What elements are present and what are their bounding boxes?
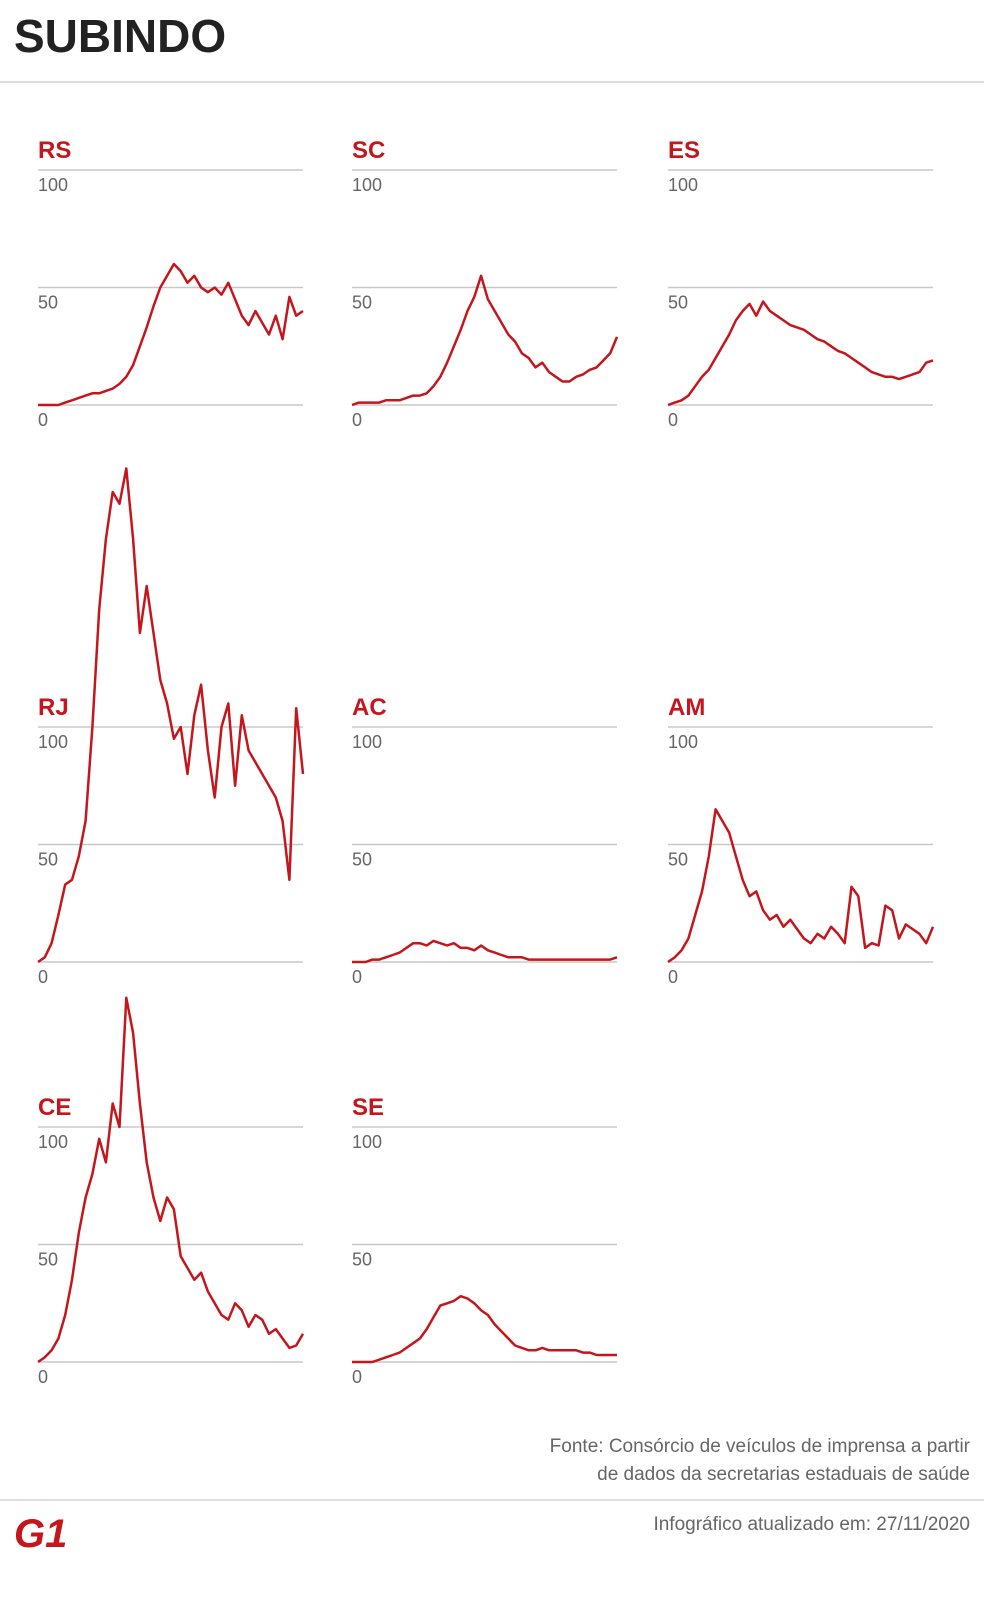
y-tick-label: 50 bbox=[668, 850, 688, 870]
y-tick-label: 50 bbox=[352, 293, 372, 313]
series-line bbox=[667, 808, 935, 964]
source: Fonte: Consórcio de veículos de imprensa… bbox=[550, 1436, 971, 1457]
series-line bbox=[352, 939, 618, 964]
page-title: SUBINDO bbox=[14, 10, 226, 62]
panel-title: CE bbox=[38, 1094, 71, 1121]
y-tick-label: 100 bbox=[38, 1132, 68, 1152]
source: de dados da secretarias estaduais de saú… bbox=[597, 1464, 970, 1485]
y-tick-label: 50 bbox=[352, 1250, 372, 1270]
y-tick-label: 0 bbox=[352, 1367, 362, 1387]
series-line bbox=[37, 467, 305, 964]
series-line bbox=[667, 300, 934, 407]
panel-title: RS bbox=[38, 137, 71, 164]
y-tick-label: 0 bbox=[668, 967, 678, 987]
y-tick-label: 100 bbox=[352, 175, 382, 195]
panel-title: AC bbox=[352, 694, 387, 721]
series-line bbox=[352, 1294, 617, 1364]
y-tick-label: 0 bbox=[38, 410, 48, 430]
y-tick-label: 50 bbox=[352, 850, 372, 870]
series-line bbox=[351, 274, 619, 407]
y-tick-label: 50 bbox=[38, 293, 58, 313]
updated: Infográfico atualizado em: 27/11/2020 bbox=[653, 1514, 970, 1535]
y-tick-label: 0 bbox=[352, 967, 362, 987]
y-tick-label: 100 bbox=[352, 1132, 382, 1152]
y-tick-label: 50 bbox=[668, 293, 688, 313]
y-tick-label: 50 bbox=[38, 850, 58, 870]
y-tick-label: 50 bbox=[38, 1250, 58, 1270]
panel-title: AM bbox=[668, 694, 705, 721]
y-tick-label: 100 bbox=[38, 175, 68, 195]
y-tick-label: 0 bbox=[352, 410, 362, 430]
y-tick-label: 100 bbox=[38, 732, 68, 752]
y-tick-label: 100 bbox=[668, 732, 698, 752]
panel-title: SC bbox=[352, 137, 385, 164]
series-line bbox=[37, 996, 305, 1364]
y-tick-label: 100 bbox=[352, 732, 382, 752]
y-tick-label: 0 bbox=[668, 410, 678, 430]
y-tick-label: 100 bbox=[668, 175, 698, 195]
panel-title: SE bbox=[352, 1094, 384, 1121]
y-tick-label: 0 bbox=[38, 1367, 48, 1387]
panel-title: ES bbox=[668, 137, 700, 164]
logo: G1 bbox=[14, 1512, 67, 1556]
panel-title: RJ bbox=[38, 694, 69, 721]
series-line bbox=[38, 262, 304, 407]
y-tick-label: 0 bbox=[38, 967, 48, 987]
